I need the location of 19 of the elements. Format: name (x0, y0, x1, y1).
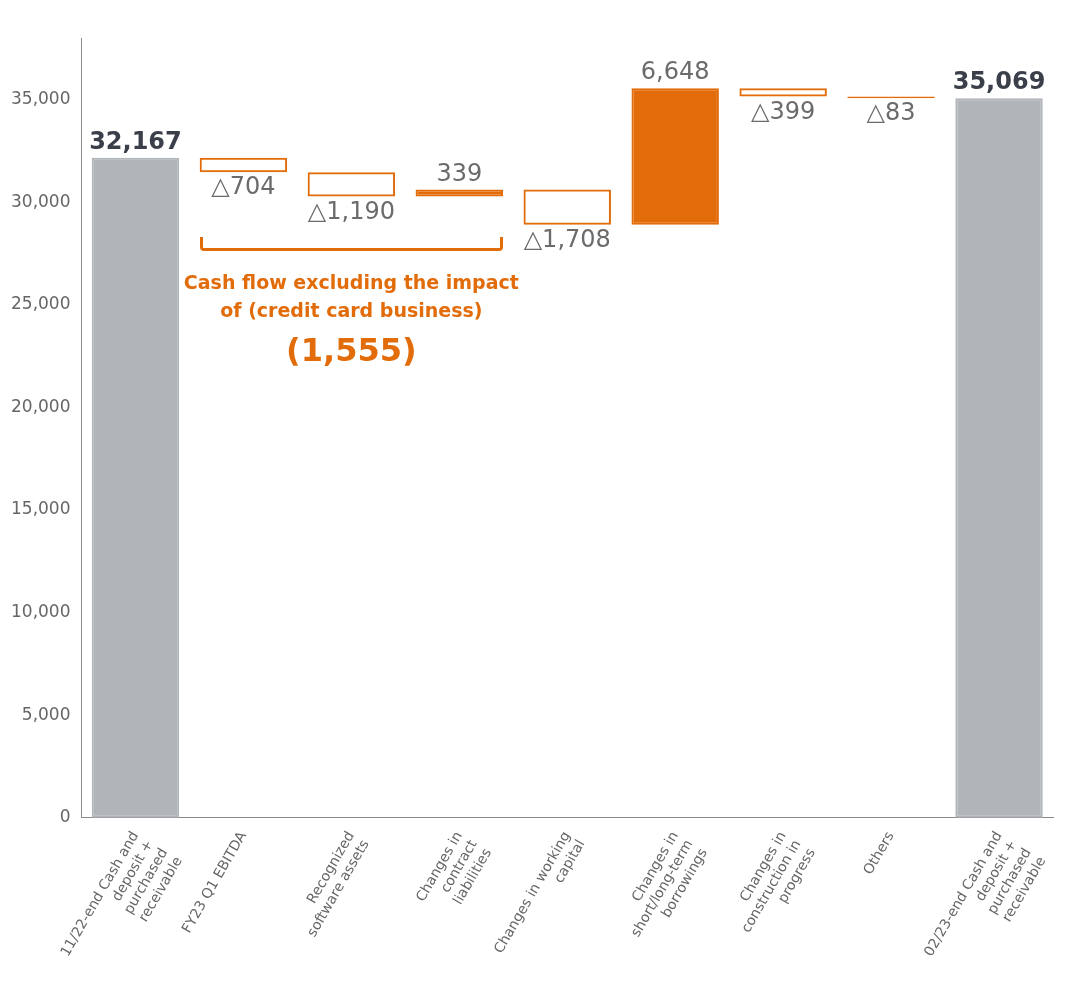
annotation: (1,555) (286, 330, 417, 369)
data-label: 6,648 (640, 57, 710, 86)
y-tick-label: 5,000 (21, 703, 71, 724)
y-tick-label: 25,000 (11, 293, 71, 314)
data-label: △399 (751, 96, 816, 125)
y-tick-label: 10,000 (11, 601, 71, 622)
y-tick-label: 35,000 (11, 87, 71, 108)
data-label: △1,190 (307, 196, 395, 225)
y-tick-label: 20,000 (11, 395, 71, 416)
data-label: 35,069 (952, 67, 1046, 96)
data-label: △704 (211, 172, 276, 201)
annotation: Cash flow excluding the impact of (credit card business) (183, 271, 519, 322)
data-label: 339 (436, 158, 483, 187)
y-tick-label: 30,000 (11, 190, 71, 211)
data-label: △1,708 (523, 224, 611, 253)
y-tick-label: 0 (59, 806, 71, 827)
data-label: 32,167 (89, 126, 182, 155)
y-tick-label: 15,000 (11, 498, 71, 519)
data-label: △83 (866, 98, 916, 127)
